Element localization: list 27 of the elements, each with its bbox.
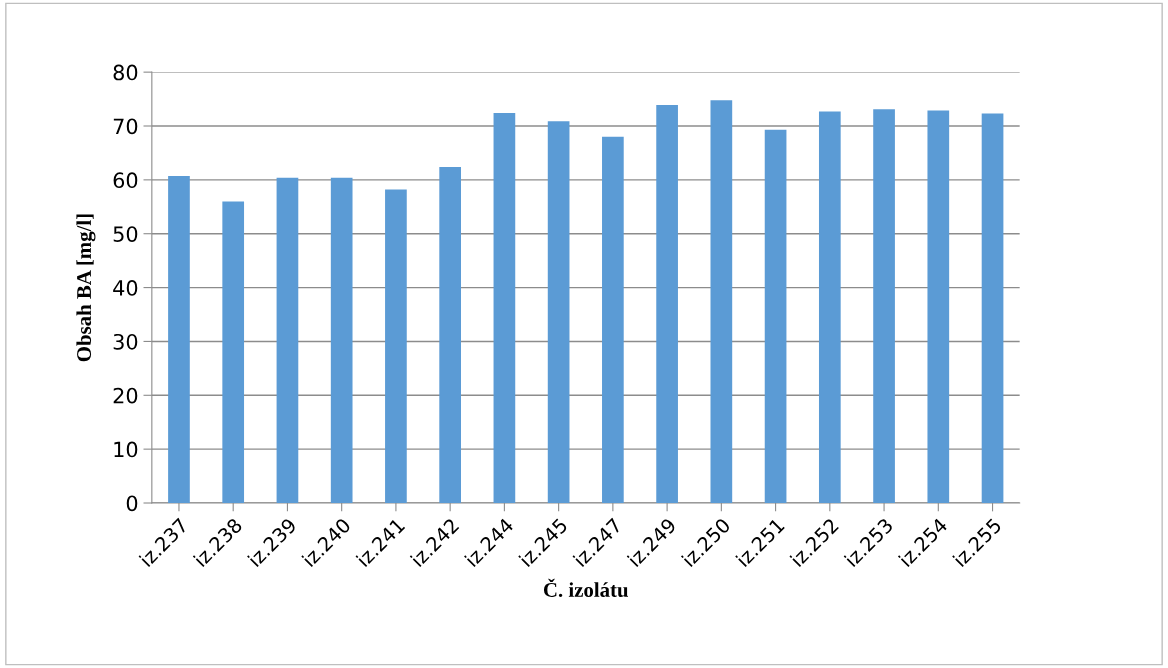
bar [276,177,299,503]
bar [764,129,787,503]
y-axis-title: Obsah BA [mg/l] [76,214,96,362]
bar [927,110,950,503]
bar [547,121,570,503]
x-axis-title: Č. izolátu [543,578,629,598]
bar [710,100,733,503]
y-tick-label: 60 [113,172,138,189]
y-tick-label: 10 [114,441,138,458]
bar [656,105,678,503]
bar [602,136,624,503]
bar [222,201,245,503]
y-tick-label: 20 [113,387,138,404]
bar [168,176,190,503]
y-tick-label: 40 [113,280,138,296]
bar [981,113,1004,503]
y-tick-label: 0 [126,495,138,512]
bar [818,111,841,503]
bar [873,109,895,503]
bar [493,113,516,503]
y-tick-label: 50 [113,226,138,242]
y-tick-label: 30 [113,333,138,350]
bar [330,177,353,503]
bar [385,189,407,503]
y-tick-label: 70 [113,118,138,135]
bar [439,166,461,503]
y-tick-label: 80 [113,64,138,81]
